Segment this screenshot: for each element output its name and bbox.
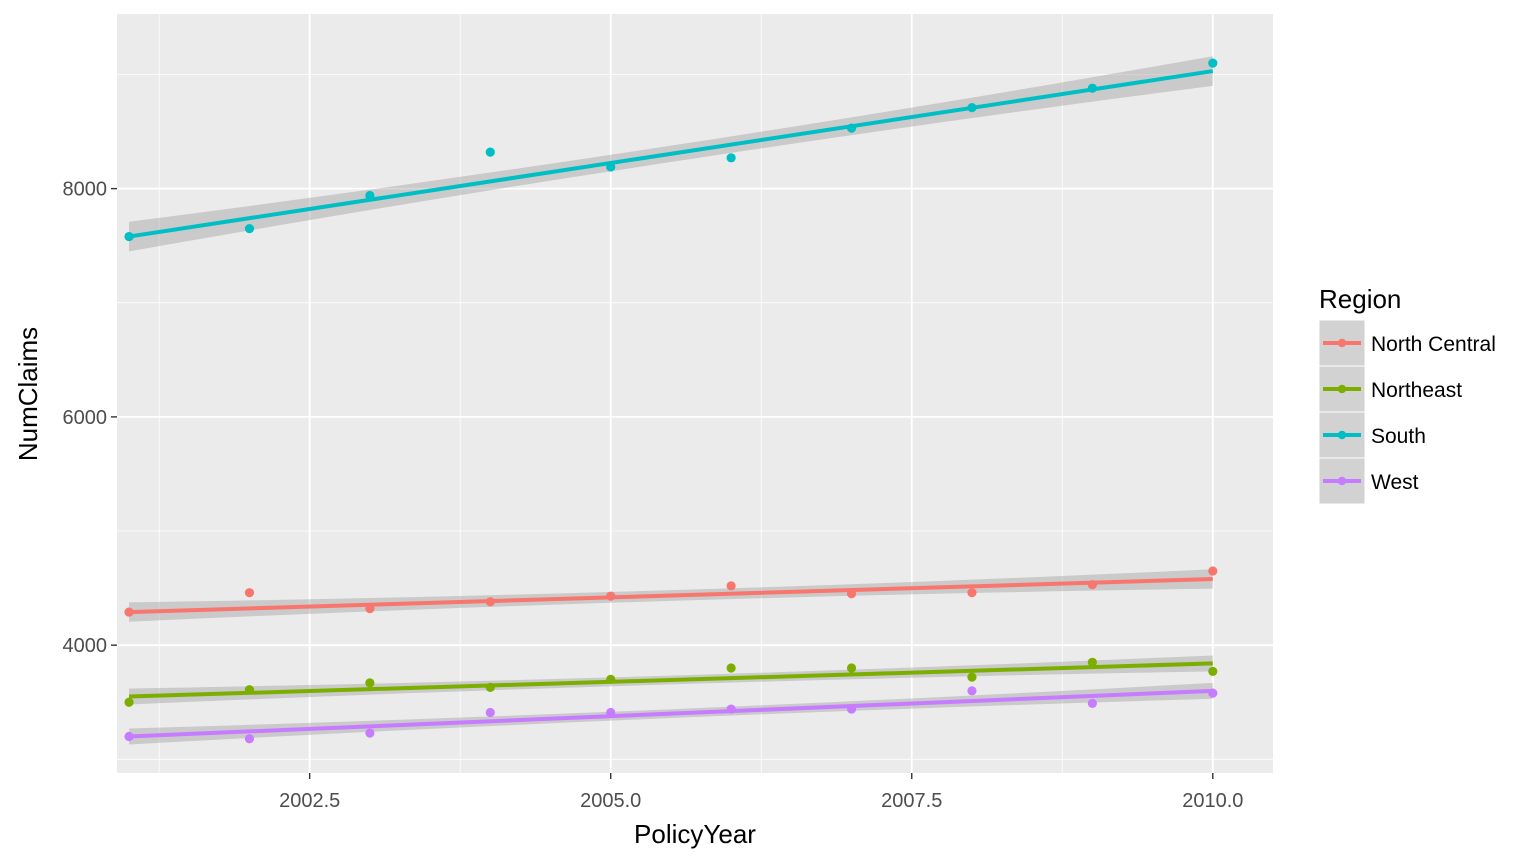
legend-item-south: South	[1318, 411, 1426, 459]
northeast-point	[485, 682, 495, 692]
west-point	[726, 704, 736, 714]
legend-title: Region	[1319, 284, 1401, 314]
legend-label-northeast: Northeast	[1371, 379, 1462, 402]
west-point	[1087, 698, 1097, 708]
south-point	[967, 102, 977, 113]
west-point	[606, 707, 616, 718]
north-central-point	[846, 589, 857, 599]
north-central-point	[1208, 566, 1218, 576]
northeast-point	[726, 663, 736, 673]
legend-item-west: West	[1318, 457, 1419, 505]
x-axis-title: PolicyYear	[634, 819, 756, 849]
south-fit-line	[128, 69, 1214, 239]
legend-key-point-northeast	[1337, 384, 1347, 394]
south-point	[124, 231, 134, 242]
north-central-fit-line	[128, 576, 1213, 615]
northeast-fit-line	[128, 661, 1213, 699]
northeast-point	[365, 678, 375, 688]
fit-lines	[128, 69, 1214, 739]
major-grid	[117, 14, 1273, 773]
data-points	[124, 58, 1218, 744]
northeast-point	[1208, 666, 1218, 677]
northeast-point	[124, 697, 134, 707]
west-point	[485, 707, 495, 718]
y-tick-label: 8000	[63, 179, 108, 201]
legend-label-north-central: North Central	[1371, 333, 1496, 356]
x-tick-label: 2005.0	[580, 790, 641, 812]
northeast-point	[846, 663, 857, 673]
south-point	[365, 190, 375, 201]
y-tick-label: 6000	[63, 407, 108, 429]
north-central-point	[606, 591, 616, 601]
west-fit-line	[128, 688, 1213, 739]
north-central-point	[365, 604, 375, 614]
legend-item-north-central: North Central	[1318, 319, 1496, 367]
west-point	[124, 731, 134, 742]
west-point	[365, 728, 375, 738]
south-point	[1087, 83, 1097, 93]
panel-background	[117, 14, 1273, 773]
north-central-point	[1087, 580, 1097, 590]
northeast-point	[967, 672, 977, 682]
legend-label-south: South	[1371, 425, 1426, 448]
legend-key-point-south	[1337, 430, 1347, 440]
west-point	[846, 704, 857, 714]
south-point	[606, 162, 616, 172]
legend: Region North Central Northeast South West	[1318, 284, 1496, 505]
north-central-point	[485, 597, 495, 607]
south-point	[726, 153, 736, 163]
south-point	[1208, 58, 1218, 68]
x-tick-label: 2010.0	[1182, 790, 1243, 812]
north-central-point	[967, 588, 977, 598]
northeast-point	[606, 674, 616, 685]
legend-key-point-west	[1337, 476, 1347, 486]
north-central-point	[726, 581, 736, 591]
legend-items: North Central Northeast South West	[1318, 319, 1496, 505]
x-tick-label: 2007.5	[881, 790, 942, 812]
west-point	[967, 686, 977, 696]
west-point	[244, 734, 255, 744]
legend-item-northeast: Northeast	[1318, 365, 1462, 413]
northeast-point	[244, 685, 255, 695]
north-central-point	[244, 588, 255, 598]
northeast-point	[1087, 657, 1097, 667]
north-central-point	[124, 607, 134, 617]
legend-label-west: West	[1371, 471, 1419, 494]
y-axis: 4000 6000 8000	[63, 179, 117, 657]
west-point	[1208, 688, 1218, 698]
south-point	[846, 123, 857, 133]
south-point	[485, 147, 495, 157]
x-tick-label: 2002.5	[279, 790, 340, 812]
legend-key-point-north-central	[1337, 338, 1347, 348]
x-axis: 2002.5 2005.0 2007.5 2010.0	[279, 773, 1243, 812]
y-axis-title: NumClaims	[13, 327, 43, 461]
south-point	[244, 223, 255, 234]
y-tick-label: 4000	[63, 635, 108, 657]
